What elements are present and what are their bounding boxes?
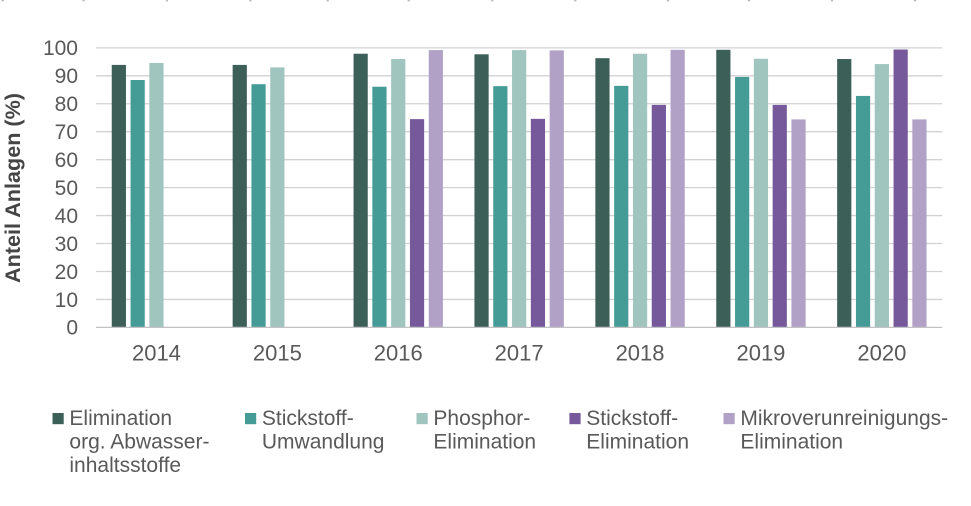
svg-text:0: 0: [66, 317, 78, 340]
svg-text:2015: 2015: [253, 341, 302, 366]
svg-text:70: 70: [55, 121, 78, 144]
svg-text:20: 20: [55, 261, 78, 284]
svg-text:40: 40: [55, 205, 78, 228]
svg-text:Phosphor-Elimination: Phosphor-Elimination: [433, 407, 536, 454]
svg-text:60: 60: [55, 149, 78, 172]
svg-text:2020: 2020: [857, 341, 906, 366]
svg-text:Stickstoff-Elimination: Stickstoff-Elimination: [586, 407, 689, 454]
svg-text:10: 10: [55, 289, 78, 312]
svg-text:2017: 2017: [495, 341, 544, 366]
svg-text:80: 80: [55, 93, 78, 116]
svg-text:Mikroverunreinigungs-Eliminati: Mikroverunreinigungs-Elimination: [740, 407, 948, 454]
svg-text:2014: 2014: [132, 341, 181, 366]
svg-text:2019: 2019: [736, 341, 785, 366]
svg-text:30: 30: [55, 233, 78, 256]
svg-text:50: 50: [55, 177, 78, 200]
svg-text:100: 100: [43, 37, 78, 60]
svg-text:Anteil Anlagen (%): Anteil Anlagen (%): [0, 93, 25, 283]
svg-text:2018: 2018: [616, 341, 665, 366]
svg-text:Stickstoff-Umwandlung: Stickstoff-Umwandlung: [262, 407, 385, 454]
svg-text:2016: 2016: [374, 341, 423, 366]
svg-text:90: 90: [55, 65, 78, 88]
